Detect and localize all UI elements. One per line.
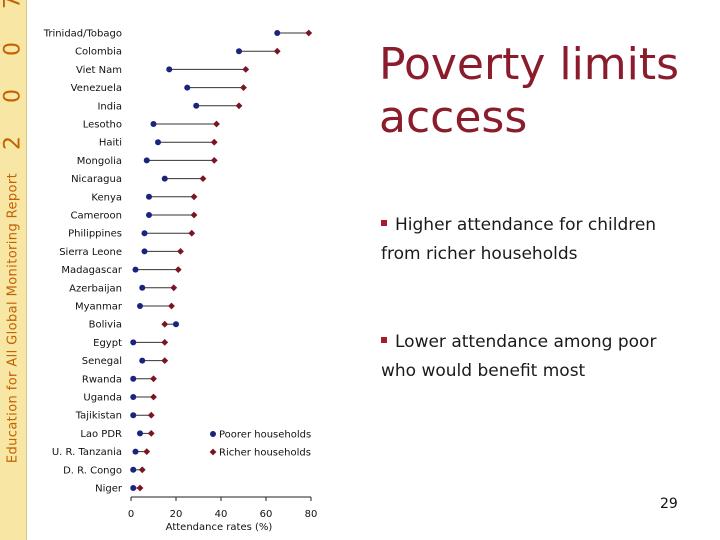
category-label: Colombia <box>75 47 122 58</box>
category-label: Lao PDR <box>80 429 122 440</box>
richer-point <box>174 266 182 273</box>
sidebar-divider <box>26 0 27 540</box>
richer-point <box>190 211 198 219</box>
poorer-point <box>146 193 152 200</box>
poorer-point <box>155 139 161 146</box>
richer-point <box>170 284 178 292</box>
richer-point <box>273 47 281 55</box>
poorer-point <box>130 375 137 382</box>
richer-point <box>147 411 155 419</box>
richer-point <box>161 339 169 346</box>
x-tick-label: 60 <box>260 509 273 520</box>
poorer-point <box>141 230 148 237</box>
x-tick-label: 80 <box>305 509 318 520</box>
category-label: Lesotho <box>83 120 122 131</box>
category-label: Nicaragua <box>71 174 122 185</box>
poorer-point <box>130 339 137 346</box>
category-label: Sierra Leone <box>59 247 122 258</box>
x-axis-label: Attendance rates (%) <box>166 522 273 533</box>
bullet-text: Higher attendance for children from rich… <box>381 215 657 264</box>
poorer-point <box>150 121 157 127</box>
legend-richer-label: Richer households <box>219 448 311 459</box>
category-label: Cameroon <box>71 211 122 222</box>
richer-point <box>138 466 146 474</box>
category-label: Senegal <box>82 356 122 367</box>
bullet-marker <box>381 337 387 343</box>
legend-poorer-marker <box>210 431 216 437</box>
poorer-point <box>130 394 137 400</box>
poorer-point <box>193 102 200 109</box>
richer-point <box>305 29 313 37</box>
richer-point <box>161 320 169 328</box>
poorer-point <box>166 66 173 73</box>
category-label: Trinidad/Tobago <box>43 29 122 40</box>
category-label: Viet Nam <box>76 65 122 76</box>
category-label: Philippines <box>68 229 122 240</box>
x-tick-label: 20 <box>170 509 183 520</box>
poorer-point <box>137 303 143 309</box>
poorer-point <box>130 485 137 491</box>
poorer-point <box>130 466 137 473</box>
poorer-point <box>161 175 168 182</box>
category-label: Madagascar <box>61 265 123 276</box>
sidebar-band <box>0 0 26 540</box>
category-label: Tajikistan <box>75 411 122 422</box>
poorer-point <box>173 321 179 328</box>
slide-title: Poverty limits access <box>379 39 680 143</box>
category-label: D. R. Congo <box>63 465 122 476</box>
richer-point <box>188 229 196 237</box>
richer-point <box>190 193 198 201</box>
richer-point <box>168 302 175 310</box>
richer-point <box>150 375 157 383</box>
richer-point <box>242 66 250 73</box>
poorer-point <box>130 412 137 419</box>
poorer-point <box>139 357 146 364</box>
category-label: Niger <box>95 484 123 495</box>
category-label: Egypt <box>93 338 122 349</box>
poorer-point <box>132 448 139 455</box>
richer-point <box>240 84 247 91</box>
richer-point <box>143 448 151 455</box>
legend-richer-marker <box>209 448 217 456</box>
richer-point <box>210 157 218 164</box>
category-label: India <box>97 101 122 112</box>
x-tick-label: 0 <box>128 509 134 520</box>
bullet-higher-attendance: Higher attendance for children from rich… <box>381 211 681 269</box>
bullet-text: Lower attendance among poor who would be… <box>381 332 657 381</box>
category-label: U. R. Tanzania <box>52 447 122 458</box>
poorer-point <box>132 266 139 273</box>
poorer-point <box>139 284 146 291</box>
category-label: Haiti <box>99 138 122 149</box>
poorer-point <box>236 48 242 55</box>
category-label: Rwanda <box>82 374 122 385</box>
richer-point <box>150 393 157 401</box>
category-label: Uganda <box>83 393 122 404</box>
poorer-point <box>137 430 143 437</box>
legend-poorer-label: Poorer households <box>219 430 311 441</box>
category-label: Venezuela <box>71 83 122 94</box>
richer-point <box>235 102 243 110</box>
category-label: Myanmar <box>75 302 123 313</box>
page-number: 29 <box>660 496 678 512</box>
x-tick-label: 40 <box>215 509 228 520</box>
richer-point <box>147 430 155 437</box>
bullet-marker <box>381 220 387 226</box>
richer-point <box>213 120 220 128</box>
category-label: Azerbaijan <box>69 283 122 294</box>
category-label: Kenya <box>91 192 122 203</box>
richer-point <box>199 175 207 182</box>
poorer-point <box>184 84 191 91</box>
bullet-lower-attendance: Lower attendance among poor who would be… <box>381 328 681 386</box>
richer-point <box>210 138 218 146</box>
poorer-point <box>146 212 152 218</box>
richer-point <box>136 484 144 492</box>
category-label: Mongolia <box>77 156 122 167</box>
richer-point <box>177 248 184 255</box>
poorer-point <box>143 157 150 164</box>
richer-point <box>161 357 169 364</box>
poorer-point <box>274 30 281 36</box>
poorer-point <box>141 248 148 255</box>
category-label: Bolivia <box>89 320 122 331</box>
